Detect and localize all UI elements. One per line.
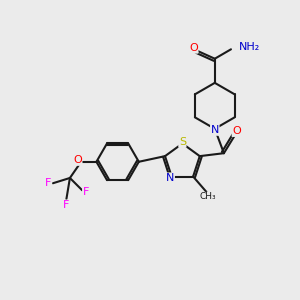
Text: N: N xyxy=(211,125,219,135)
Text: F: F xyxy=(82,187,89,197)
Text: NH₂: NH₂ xyxy=(239,42,260,52)
Text: F: F xyxy=(63,200,70,210)
Text: CH₃: CH₃ xyxy=(200,192,216,201)
Text: S: S xyxy=(179,137,186,147)
Text: F: F xyxy=(45,178,52,188)
Text: O: O xyxy=(73,155,82,165)
Text: O: O xyxy=(189,43,198,53)
Text: N: N xyxy=(166,173,174,183)
Text: O: O xyxy=(232,126,241,136)
